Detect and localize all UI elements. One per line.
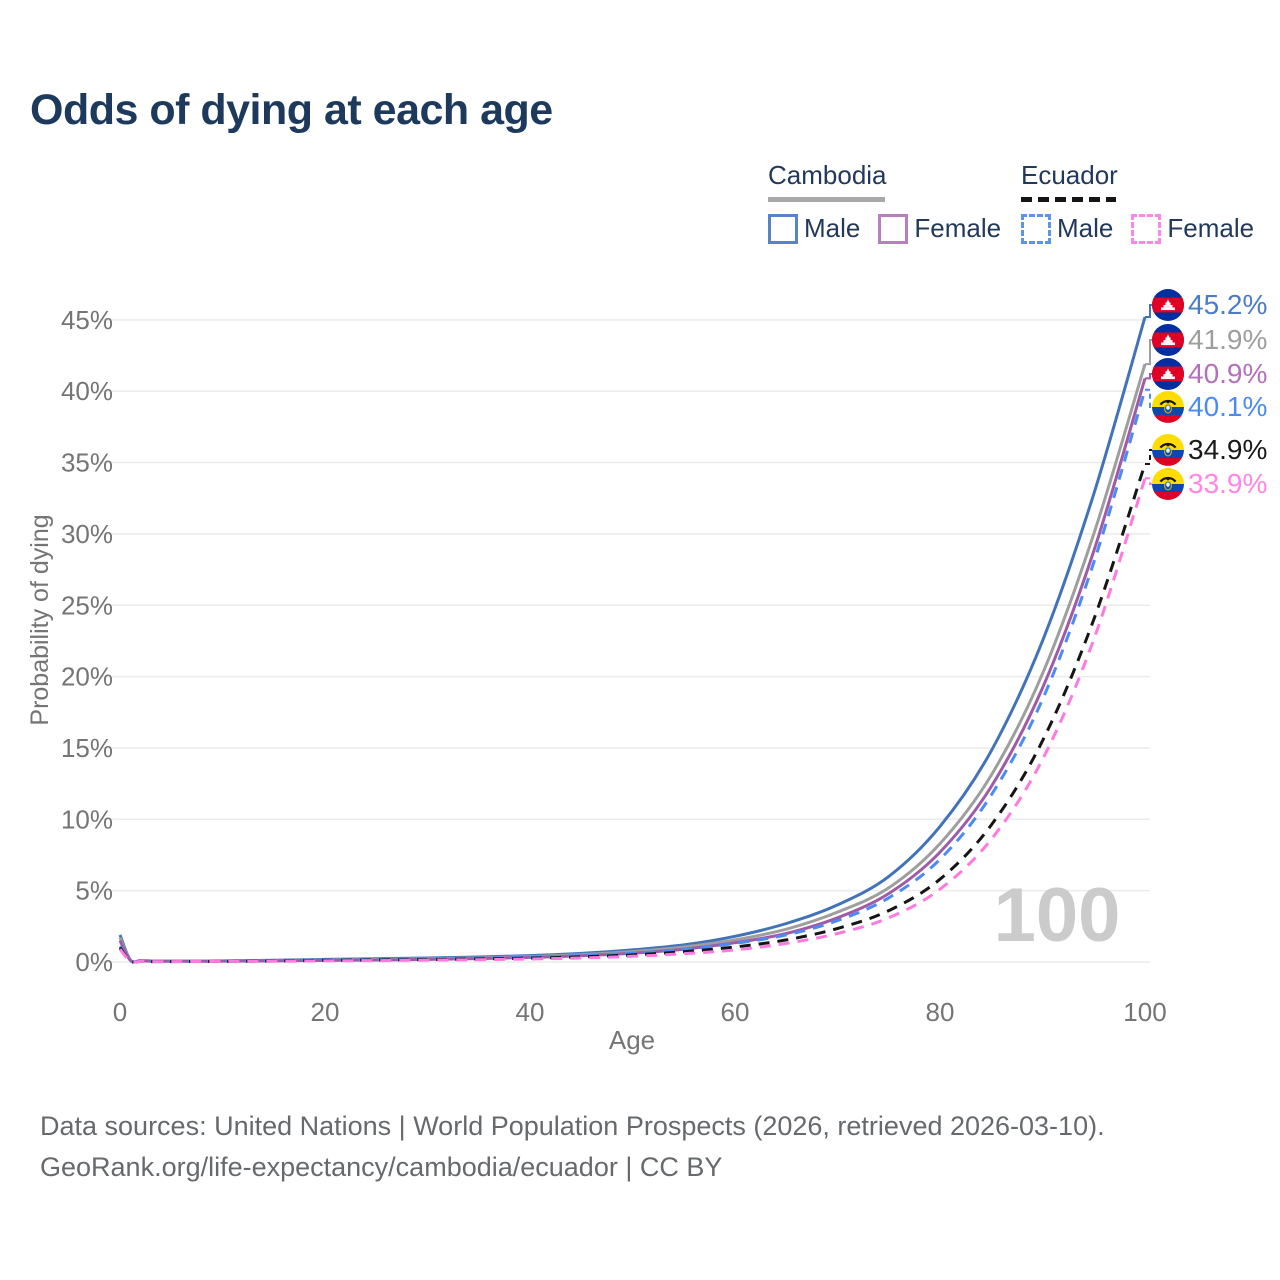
series-line-cambodia-male xyxy=(118,316,1147,964)
y-axis-tick-label: 35% xyxy=(61,448,113,478)
ecuador-flag-icon xyxy=(1152,468,1184,500)
x-axis-tick-label: 0 xyxy=(113,997,127,1027)
legend-item-cambodia-male[interactable]: Male xyxy=(804,213,861,243)
watermark-age-100: 100 xyxy=(994,873,1121,958)
x-axis-tick-label: 40 xyxy=(516,997,545,1027)
series-line-cambodia-both xyxy=(118,363,1147,964)
footer: Data sources: United Nations | World Pop… xyxy=(40,1106,1105,1188)
y-axis-tick-label: 25% xyxy=(61,590,113,620)
end-label-connector xyxy=(1145,477,1154,485)
ecuador-female-swatch-icon[interactable] xyxy=(1131,213,1162,244)
y-axis-title: Probability of dying xyxy=(26,514,54,725)
end-value-label: 45.2% xyxy=(1188,289,1267,320)
ecuador-flag-icon xyxy=(1152,434,1184,466)
ecuador-flag-icon xyxy=(1152,391,1184,423)
ecuador-flag-icon xyxy=(1152,434,1184,466)
cambodia-flag-icon xyxy=(1152,358,1184,390)
series-line-ecuador-male xyxy=(118,389,1147,964)
series-line-ecuador-both xyxy=(118,463,1147,964)
ecuador-male-swatch-icon[interactable] xyxy=(1021,213,1051,244)
legend-item-ecuador-male[interactable]: Male xyxy=(1057,213,1114,243)
footer-data-sources: Data sources: United Nations | World Pop… xyxy=(40,1111,1105,1141)
series-line-cambodia-female xyxy=(118,377,1147,964)
end-label-connector xyxy=(1145,449,1154,465)
end-value-label: 34.9% xyxy=(1188,434,1267,465)
end-label-connector xyxy=(1145,339,1154,366)
y-axis-tick-label: 15% xyxy=(61,733,113,763)
y-axis-tick-label: 0% xyxy=(75,947,113,977)
x-axis-tick-label: 80 xyxy=(926,997,955,1027)
legend-item-ecuador-female[interactable]: Female xyxy=(1167,213,1255,243)
x-axis-tick-label: 20 xyxy=(311,997,340,1027)
x-axis-tick-label: 60 xyxy=(721,997,750,1027)
y-axis-tick-label: 5% xyxy=(75,876,113,906)
y-axis-tick-label: 30% xyxy=(61,519,113,549)
end-label-connector xyxy=(1145,388,1154,408)
ecuador-dashed-line-swatch xyxy=(1021,197,1116,202)
legend-group-cambodia: Cambodia Male Female xyxy=(768,160,1019,244)
cambodia-flag-icon xyxy=(1152,289,1184,321)
x-axis-title: Age xyxy=(609,1025,655,1055)
cambodia-female-swatch-icon[interactable] xyxy=(878,213,909,244)
cambodia-male-swatch-icon[interactable] xyxy=(768,213,798,244)
y-axis-tick-label: 45% xyxy=(61,305,113,335)
end-value-label: 40.1% xyxy=(1188,391,1267,422)
y-axis-tick-label: 20% xyxy=(61,662,113,692)
y-axis-tick-label: 40% xyxy=(61,376,113,406)
end-value-label: 33.9% xyxy=(1188,468,1267,499)
legend-group-ecuador: Ecuador Male Female xyxy=(1021,160,1272,244)
end-value-label: 40.9% xyxy=(1188,358,1267,389)
series-line-ecuador-female xyxy=(118,477,1147,964)
end-value-label: 41.9% xyxy=(1188,324,1267,355)
cambodia-flag-icon xyxy=(1152,289,1184,321)
y-axis-tick-label: 10% xyxy=(61,804,113,834)
end-label-connector xyxy=(1145,373,1154,380)
cambodia-flag-icon xyxy=(1152,358,1184,390)
cambodia-solid-line-swatch xyxy=(768,197,885,202)
cambodia-flag-icon xyxy=(1152,324,1184,356)
page-title: Odds of dying at each age xyxy=(30,86,553,134)
legend-item-cambodia-female[interactable]: Female xyxy=(914,213,1002,243)
ecuador-flag-icon xyxy=(1152,391,1184,423)
x-axis-tick-label: 100 xyxy=(1123,997,1166,1027)
footer-attribution: GeoRank.org/life-expectancy/cambodia/ecu… xyxy=(40,1152,723,1182)
end-label-connector xyxy=(1145,304,1154,318)
cambodia-flag-icon xyxy=(1152,324,1184,356)
legend-group-title-ecuador: Ecuador xyxy=(1021,160,1118,190)
legend-group-title-cambodia: Cambodia xyxy=(768,160,887,190)
ecuador-flag-icon xyxy=(1152,468,1184,500)
